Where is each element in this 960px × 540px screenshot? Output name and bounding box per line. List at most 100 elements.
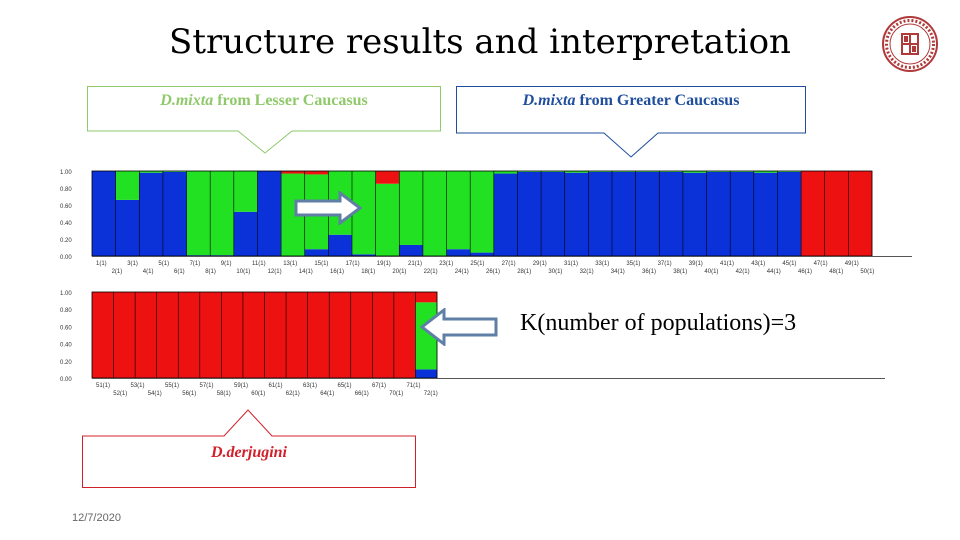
slide-title: Structure results and interpretation <box>169 22 791 62</box>
chart1-bar-seg <box>233 171 258 212</box>
chart1-bar-seg <box>541 171 566 256</box>
chart1-xtick-label: 15(1) <box>314 261 328 267</box>
chart2-bar-seg <box>113 292 136 378</box>
callout-greater-caucasus: D.mixta from Greater Caucasus <box>456 86 806 158</box>
chart1-xtick-label: 43(1) <box>751 261 765 267</box>
chart2-xtick-label: 52(1) <box>113 391 127 397</box>
chart1-xtick-label: 22(1) <box>424 269 438 275</box>
chart2-bar-seg <box>135 292 157 378</box>
chart1-bar-seg <box>92 171 116 256</box>
chart2-ytick-label: 0.80 <box>60 308 72 314</box>
chart1-xtick-label: 26(1) <box>486 269 500 275</box>
chart1-bar-seg <box>375 171 400 184</box>
callout-derjugini-shape <box>82 409 416 488</box>
chart2-xtick-label: 54(1) <box>148 391 162 397</box>
chart2-xtick-label: 63(1) <box>303 383 317 389</box>
chart1-xtick-label: 37(1) <box>658 261 672 267</box>
chart2-xtick-label: 65(1) <box>338 383 352 389</box>
chart1-bar-seg <box>328 234 353 256</box>
structure-chart-top: 1.00 0.80 0.60 0.40 0.20 0.00 1(1) 3(1) 5(1) 7(1)… <box>60 170 912 275</box>
chart1-xtick-label: 25(1) <box>470 261 484 267</box>
chart1-bar-seg <box>210 255 235 256</box>
chart1-bar-seg <box>730 171 755 256</box>
chart1-bar-seg <box>115 199 140 256</box>
chart1-xtick-label: 30(1) <box>548 269 562 275</box>
chart1-bar-seg <box>777 171 802 256</box>
chart1-bar-seg <box>233 211 258 256</box>
chart1-xtick-label: 41(1) <box>720 261 734 267</box>
chart2-bar-seg <box>221 292 244 378</box>
chart1-bar-seg <box>470 171 495 253</box>
chart1-xtick-label: 20(1) <box>392 269 406 275</box>
chart1-xtick-label: 21(1) <box>408 261 422 267</box>
callout-lesser-caucasus: D.mixta from Lesser Caucasus <box>87 86 441 154</box>
chart1-bar-seg <box>612 171 636 256</box>
chart2-xtick-label: 60(1) <box>251 391 265 397</box>
chart2-xtick-label: 67(1) <box>372 383 386 389</box>
chart1-xtick-label: 46(1) <box>798 269 812 275</box>
chart1-bar-seg <box>139 171 164 173</box>
chart1-bar-seg <box>706 171 731 172</box>
chart2-bar-seg <box>92 292 114 378</box>
chart1-bar-seg <box>115 171 140 200</box>
chart1-xtick-label: 3(1) <box>127 261 138 267</box>
chart1-bar-seg <box>186 171 211 256</box>
chart1-bar-seg <box>281 171 306 174</box>
chart1-xtick-label: 16(1) <box>330 269 344 275</box>
chart1-bar-seg <box>682 172 707 256</box>
callout-derjugini: D.derjugini <box>82 390 416 488</box>
chart1-xtick-label: 44(1) <box>767 269 781 275</box>
chart1-bar-seg <box>304 249 329 256</box>
chart1-xtick-label: 23(1) <box>439 261 453 267</box>
chart2-bar-seg <box>393 292 416 378</box>
chart1-xtick-label: 1(1) <box>96 261 107 267</box>
chart1-bar-seg <box>777 171 802 172</box>
chart1-bar-seg <box>375 183 400 256</box>
chart1-bar-seg <box>659 171 684 172</box>
chart1-ytick-label: 0.20 <box>60 238 72 244</box>
chart1-bar-seg <box>352 171 376 255</box>
chart1-xtick-label: 40(1) <box>704 269 718 275</box>
chart1-xtick-label: 7(1) <box>190 261 201 267</box>
chart1-xtick-label: 12(1) <box>268 269 282 275</box>
chart2-xtick-label: 66(1) <box>355 391 369 397</box>
chart2-bar-seg <box>329 292 352 378</box>
chart1-bar-seg <box>210 171 235 256</box>
chart1-xtick-label: 24(1) <box>455 269 469 275</box>
chart1-bar-seg <box>564 171 589 173</box>
chart1-xtick-label: 4(1) <box>143 269 154 275</box>
chart1-bar-seg <box>564 172 589 256</box>
chart1-ytick-label: 0.40 <box>60 221 72 227</box>
chart1-xtick-label: 36(1) <box>642 269 656 275</box>
chart1-xtick-label: 45(1) <box>782 261 796 267</box>
chart1-xtick-label: 42(1) <box>736 269 750 275</box>
chart1-xtick-label: 9(1) <box>221 261 232 267</box>
chart2-bar-seg <box>286 292 308 378</box>
chart1-bar-seg <box>399 244 424 256</box>
chart1-xtick-label: 18(1) <box>361 269 375 275</box>
chart1-ytick-label: 0.60 <box>60 204 72 210</box>
chart1-bar-seg <box>848 171 873 256</box>
callout-greater-label: from Greater Caucasus <box>575 92 740 109</box>
chart1-bar-seg <box>399 171 424 245</box>
callout-derjugini-species: D.derjugini <box>210 444 287 461</box>
chart2-xtick-label: 64(1) <box>320 391 334 397</box>
callout-greater-species: D.mixta <box>522 92 576 109</box>
chart1-bar-seg <box>635 171 660 172</box>
chart2-ytick-label: 0.40 <box>60 343 72 349</box>
chart1-xtick-label: 49(1) <box>845 261 859 267</box>
chart1-bar-seg <box>753 171 778 173</box>
chart1-bar-seg <box>304 171 329 175</box>
chart1-bar-seg <box>162 171 187 256</box>
callout-lesser-shape <box>87 86 441 154</box>
chart2-xtick-label: 58(1) <box>217 391 231 397</box>
chart1-bar-seg <box>682 171 707 173</box>
chart1-xtick-label: 27(1) <box>502 261 516 267</box>
chart2-bar-seg <box>199 292 222 378</box>
chart1-bar-seg <box>493 171 518 174</box>
chart1-bar-seg <box>706 171 731 256</box>
callout-greater-shape <box>456 86 806 158</box>
chart1-xtick-label: 38(1) <box>673 269 687 275</box>
university-seal-icon <box>882 16 938 72</box>
chart2-xtick-label: 57(1) <box>200 383 214 389</box>
